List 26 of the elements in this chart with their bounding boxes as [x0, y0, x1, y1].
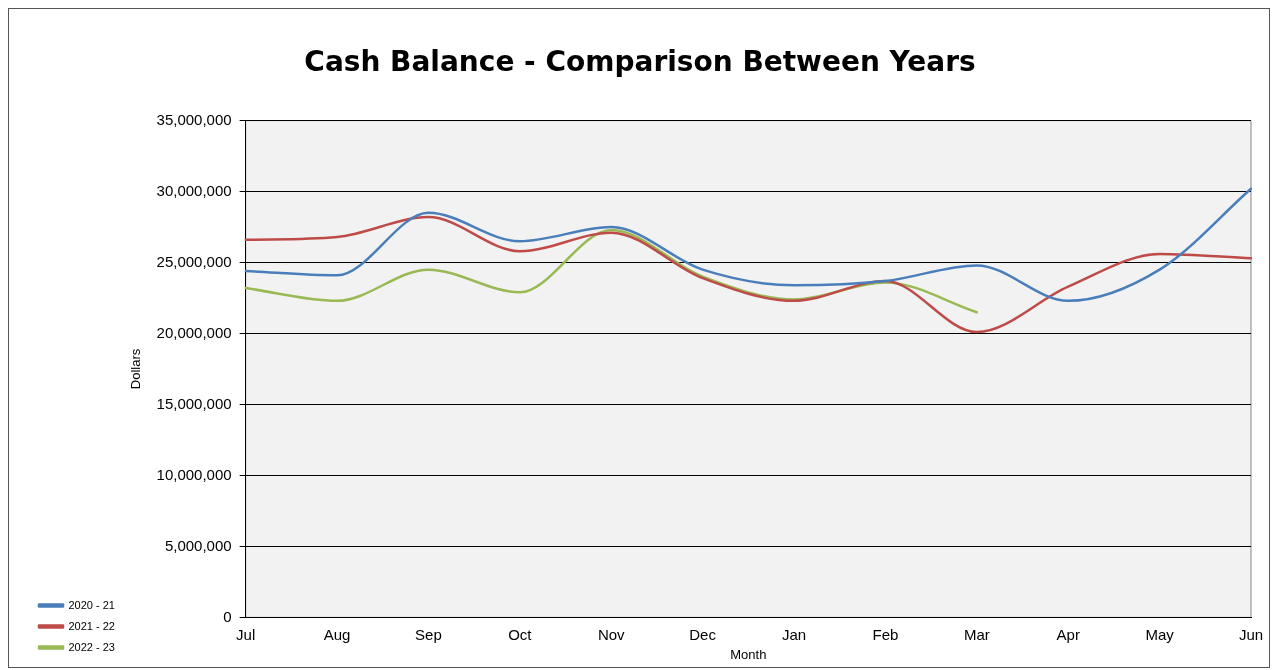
x-tick-label: Jun [1238, 625, 1264, 643]
chart-title: Cash Balance - Comparison Between Years [304, 45, 976, 79]
y-tick-label: 20,000,000 [156, 323, 232, 341]
x-tick-label: May [1145, 625, 1175, 643]
y-tick-label: 15,000,000 [156, 394, 232, 412]
x-tick-label: Sep [415, 625, 442, 643]
x-tick-label: Feb [872, 625, 899, 643]
x-tick-label: Aug [323, 625, 351, 643]
y-axis-title: Dollars [128, 348, 144, 390]
x-axis-title: Month [730, 646, 767, 662]
x-tick-label: Oct [508, 625, 533, 643]
x-tick-label: Mar [963, 625, 990, 643]
y-tick-label: 35,000,000 [156, 110, 232, 128]
legend-label: 2021 - 22 [68, 619, 115, 632]
x-tick-label: Jan [781, 625, 807, 643]
legend-label: 2020 - 21 [68, 598, 115, 611]
x-tick-label: Nov [597, 625, 626, 643]
legend-label: 2022 - 23 [68, 640, 115, 653]
x-tick-label: Dec [689, 625, 717, 643]
y-tick-label: 0 [223, 607, 232, 625]
x-tick-label: Jul [236, 625, 256, 643]
y-tick-label: 10,000,000 [156, 465, 232, 483]
y-tick-label: 25,000,000 [156, 252, 232, 270]
y-tick-label: 5,000,000 [164, 536, 232, 554]
x-tick-label: Apr [1056, 625, 1080, 643]
y-tick-label: 30,000,000 [156, 181, 232, 199]
